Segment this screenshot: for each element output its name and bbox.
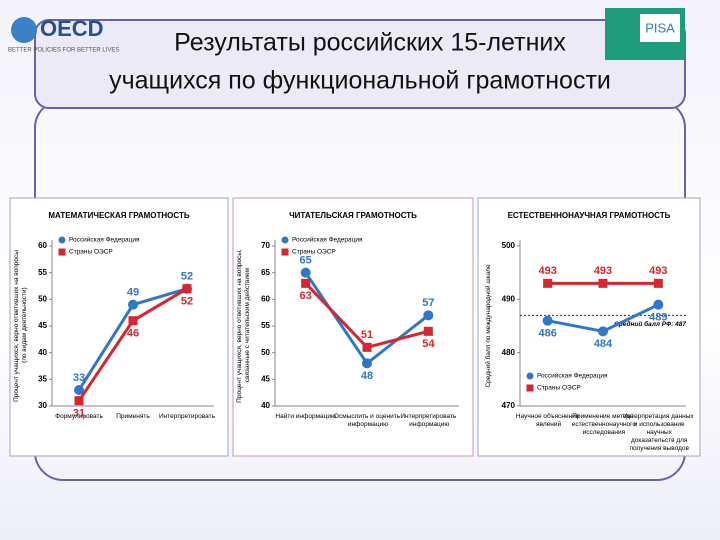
marker	[74, 385, 84, 395]
panel	[232, 197, 474, 457]
legend-marker	[526, 384, 534, 392]
slide-title: Результаты российских 15-летних	[174, 29, 566, 57]
legend-label: Страны ОЭСР	[292, 249, 336, 256]
y-tick-label: 35	[38, 374, 47, 383]
marker	[362, 358, 372, 369]
oecd-tagline: BETTER POLICIES FOR BETTER LIVES	[8, 48, 119, 54]
data-label: 484	[594, 338, 613, 350]
title-box	[34, 19, 686, 109]
x-tick-label: Интерпретировать	[159, 413, 216, 420]
legend-marker	[281, 236, 289, 244]
data-label: 49	[127, 287, 139, 299]
data-label: 54	[422, 338, 435, 350]
x-tick-label: Интерпретация данных и использование нау…	[623, 413, 694, 452]
reference-label: Средний балл РФ: 487	[614, 320, 686, 328]
y-tick-label: 30	[38, 401, 47, 410]
y-tick-label: 45	[261, 374, 270, 383]
marker	[543, 278, 553, 288]
marker	[653, 278, 663, 288]
data-label: 489	[649, 312, 667, 324]
marker	[598, 278, 608, 288]
marker	[423, 326, 433, 336]
data-label: 33	[73, 372, 85, 384]
data-label: 493	[538, 265, 556, 277]
panel	[477, 197, 701, 457]
legend-label: Российская Федерация	[537, 372, 608, 380]
data-label: 65	[300, 255, 312, 267]
legend-marker	[526, 372, 534, 380]
marker	[598, 326, 608, 337]
data-label: 48	[361, 370, 373, 382]
y-tick-label: 45	[38, 321, 47, 330]
data-label: 63	[300, 290, 312, 302]
legend-label: Страны ОЭСР	[537, 385, 581, 392]
x-tick-label: Применение метода естественнонаучного ис…	[570, 413, 636, 436]
data-label: 52	[181, 271, 193, 283]
x-tick-label: Интерпретировать информацию	[400, 413, 457, 428]
marker	[542, 315, 553, 326]
legend-marker	[281, 248, 289, 256]
data-label: 46	[127, 328, 139, 340]
data-label: 493	[594, 265, 612, 277]
x-tick-label: Применять	[116, 413, 150, 420]
data-label: 57	[422, 297, 434, 309]
legend-marker	[58, 236, 66, 244]
data-label: 31	[73, 408, 85, 420]
pisa-logo: PISA	[645, 20, 675, 35]
chart-title: ЧИТАТЕЛЬСКАЯ ГРАМОТНОСТЬ	[289, 211, 417, 220]
data-label: 52	[181, 296, 193, 308]
y-tick-label: 50	[38, 294, 47, 303]
y-tick-label: 50	[261, 348, 270, 357]
marker	[423, 310, 434, 321]
oecd-logo: OECD	[40, 16, 104, 41]
y-axis-label: Процент учащихся, верно ответивших на во…	[236, 249, 251, 403]
chart-title: МАТЕМАТИЧЕСКАЯ ГРАМОТНОСТЬ	[48, 211, 189, 220]
oecd-logo-mark	[11, 17, 37, 43]
y-tick-label: 60	[38, 241, 47, 250]
marker	[182, 284, 192, 294]
legend-marker	[58, 248, 66, 256]
slide-title: учащихся по функциональной грамотности	[109, 67, 611, 95]
marker	[128, 316, 138, 326]
x-tick-label: Научное объяснение явлений	[516, 412, 580, 428]
y-tick-label: 40	[38, 348, 47, 357]
legend-label: Российская Федерация	[69, 236, 140, 244]
y-tick-label: 480	[502, 348, 516, 357]
y-tick-label: 55	[261, 321, 270, 330]
marker	[362, 342, 372, 352]
data-label: 486	[538, 328, 556, 340]
x-tick-label: Осмыслить и оценить информацию	[334, 413, 401, 428]
pisa-logo-box	[640, 14, 680, 42]
x-tick-label: Найти информацию	[275, 412, 336, 420]
data-label: 51	[361, 329, 373, 341]
legend-label: Российская Федерация	[292, 236, 363, 244]
y-tick-label: 470	[502, 401, 516, 410]
chart-title: ЕСТЕСТВЕННОНАУЧНАЯ ГРАМОТНОСТЬ	[508, 211, 671, 220]
marker	[74, 396, 84, 406]
marker	[128, 299, 138, 310]
y-tick-label: 60	[261, 294, 270, 303]
y-tick-label: 490	[502, 294, 516, 303]
y-tick-label: 70	[261, 241, 270, 250]
y-axis-label: Процент учащихся, верно ответивших на во…	[13, 250, 28, 402]
marker	[653, 299, 664, 310]
data-label: 493	[649, 265, 667, 277]
y-tick-label: 500	[502, 241, 516, 250]
x-tick-label: Формулировать	[55, 413, 103, 420]
marker	[300, 267, 311, 278]
y-tick-label: 40	[261, 401, 270, 410]
legend-label: Страны ОЭСР	[69, 249, 113, 256]
y-tick-label: 55	[38, 268, 47, 277]
y-axis-label: Средний балл по международной шкале	[484, 264, 492, 387]
marker	[301, 278, 311, 288]
y-tick-label: 65	[261, 268, 270, 277]
